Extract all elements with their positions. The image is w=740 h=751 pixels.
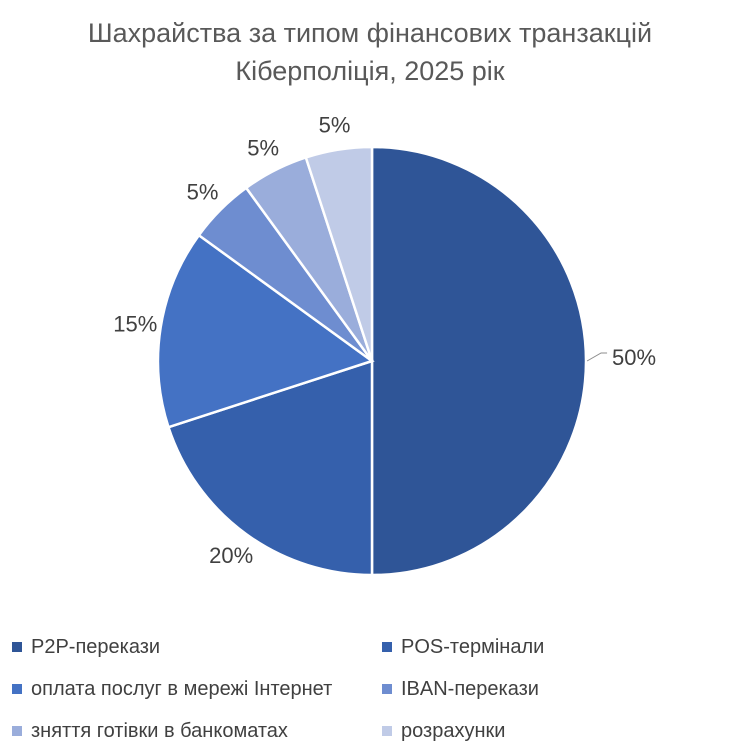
pie-slice — [166, 359, 374, 577]
legend-label: P2P-перекази — [31, 635, 161, 658]
legend-swatch — [382, 684, 392, 694]
legend-item: оплата послуг в мережі Інтернет — [12, 676, 332, 702]
chart-title: Шахрайства за типом фінансових транзакці… — [87, 18, 653, 48]
legend-item: P2P-перекази — [12, 634, 160, 660]
pie-slice — [156, 233, 375, 429]
legend-swatch — [12, 684, 22, 694]
legend-label: IBAN-перекази — [401, 677, 539, 700]
legend-swatch — [12, 642, 22, 652]
legend-swatch — [12, 726, 22, 736]
data-label: 5% — [187, 180, 219, 205]
data-label: 50% — [612, 345, 656, 370]
legend-swatch — [382, 726, 392, 736]
pie-slice — [370, 145, 588, 577]
legend-swatch — [382, 642, 392, 652]
legend-label: розрахунки — [401, 719, 506, 742]
legend-item: IBAN-перекази — [382, 676, 539, 702]
data-label: 15% — [113, 312, 157, 337]
legend-label: оплата послуг в мережі Інтернет — [31, 677, 333, 700]
data-label: 20% — [209, 543, 253, 568]
pie-slice — [304, 145, 374, 362]
legend-item: POS-термінали — [382, 634, 544, 660]
legend-label: зняття готівки в банкоматах — [31, 719, 288, 742]
leader-line — [586, 352, 608, 362]
legend-label: POS-термінали — [401, 635, 545, 658]
legend-item: зняття готівки в банкоматах — [12, 718, 288, 744]
chart-subtitle: Кіберполіція, 2025 рік — [235, 56, 505, 86]
data-label: 5% — [247, 135, 279, 160]
legend-item: розрахунки — [382, 718, 505, 744]
data-label: 5% — [319, 112, 351, 137]
pie-chart: 50% 20% 15% 5% 5% 5% — [113, 112, 656, 577]
